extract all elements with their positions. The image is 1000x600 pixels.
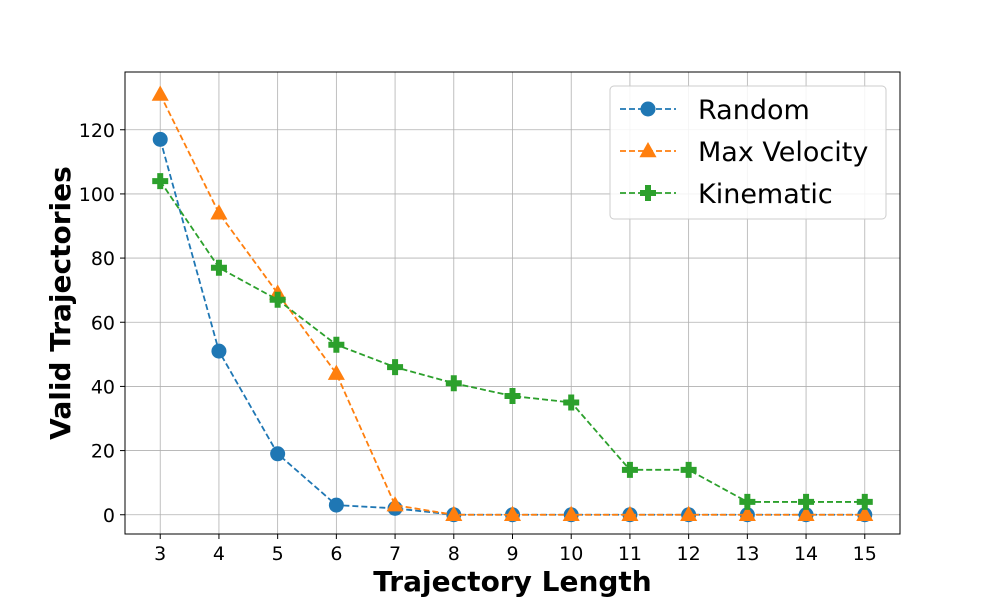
- legend-label: Random: [698, 95, 810, 126]
- data-point: [856, 505, 874, 522]
- data-point: [328, 336, 345, 353]
- data-point: [211, 343, 227, 359]
- data-point: [621, 505, 639, 522]
- data-point: [270, 446, 286, 462]
- x-tick-label: 8: [448, 543, 460, 565]
- data-point: [562, 505, 580, 522]
- y-axis: 0 20 40 60 80 100 120: [79, 120, 125, 527]
- data-point: [445, 375, 462, 392]
- x-axis: 3 4 5 6 7 8 9 10 11 12 13 14 15: [154, 534, 877, 565]
- x-tick-label: 12: [677, 543, 701, 565]
- data-point: [798, 493, 815, 510]
- data-point: [387, 359, 404, 376]
- data-point: [327, 364, 345, 380]
- x-tick-label: 3: [154, 543, 166, 565]
- data-point: [563, 394, 580, 411]
- data-point: [210, 204, 228, 220]
- legend-marker: [639, 142, 657, 158]
- series-kinematic: [152, 173, 873, 510]
- x-tick-label: 11: [618, 543, 642, 565]
- data-point: [152, 173, 169, 190]
- data-point: [269, 291, 286, 308]
- legend-item: Max Velocity: [620, 137, 868, 168]
- x-tick-label: 4: [213, 543, 225, 565]
- legend-marker: [640, 185, 656, 201]
- legend-label: Kinematic: [698, 179, 833, 210]
- data-point: [621, 461, 638, 478]
- data-point: [680, 505, 698, 522]
- x-tick-label: 14: [794, 543, 818, 565]
- data-point: [504, 388, 521, 405]
- y-tick-label: 40: [91, 376, 115, 398]
- legend-label: Max Velocity: [698, 137, 868, 168]
- data-point: [797, 505, 815, 522]
- legend-marker: [640, 101, 656, 117]
- y-axis-title: Valid Trajectories: [44, 166, 77, 440]
- data-point: [386, 496, 404, 512]
- data-point: [503, 505, 522, 522]
- data-point: [210, 259, 227, 276]
- x-axis-title: Trajectory Length: [373, 565, 651, 598]
- x-tick-label: 5: [272, 543, 284, 565]
- legend: Random Max Velocity Kinematic: [609, 85, 887, 220]
- series-max-velocity: [151, 85, 874, 522]
- data-point: [328, 497, 344, 513]
- y-tick-label: 80: [91, 248, 115, 270]
- x-tick-label: 13: [735, 543, 759, 565]
- data-point: [738, 505, 756, 522]
- legend-item: Random: [620, 95, 810, 126]
- data-point: [152, 131, 168, 147]
- data-point: [445, 505, 463, 522]
- legend-item: Kinematic: [620, 179, 833, 210]
- x-tick-label: 10: [559, 543, 583, 565]
- y-tick-label: 120: [79, 120, 115, 142]
- y-tick-label: 60: [91, 312, 115, 334]
- x-tick-label: 15: [853, 543, 877, 565]
- x-tick-label: 7: [389, 543, 401, 565]
- y-tick-label: 20: [91, 441, 115, 463]
- y-tick-label: 0: [103, 505, 115, 527]
- y-tick-label: 100: [79, 184, 115, 206]
- legend-frame: [609, 85, 887, 220]
- data-point: [856, 493, 873, 510]
- plot-area: [151, 85, 874, 523]
- data-point: [739, 493, 756, 510]
- data-point: [680, 461, 697, 478]
- x-tick-label: 6: [330, 543, 342, 565]
- x-tick-label: 9: [506, 543, 518, 565]
- data-point: [151, 85, 169, 101]
